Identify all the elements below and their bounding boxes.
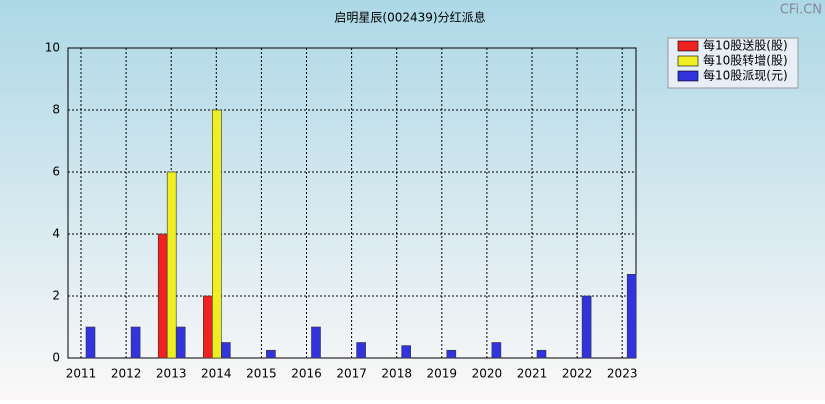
bar xyxy=(85,326,96,359)
bar xyxy=(446,349,457,359)
x-tick-label: 2017 xyxy=(336,367,367,381)
legend-swatch xyxy=(677,40,699,52)
legend-label: 每10股送股(股) xyxy=(703,38,788,53)
bar xyxy=(166,171,177,359)
legend-swatch xyxy=(677,55,699,67)
x-tick-label: 2019 xyxy=(427,367,458,381)
bar xyxy=(157,233,168,359)
y-tick-label: 10 xyxy=(45,41,60,55)
y-tick-label: 2 xyxy=(52,289,60,303)
y-tick-label: 6 xyxy=(52,165,60,179)
bar xyxy=(626,273,637,359)
bar xyxy=(175,326,186,359)
y-tick-label: 4 xyxy=(52,227,60,241)
bar xyxy=(221,342,231,359)
legend-swatch xyxy=(677,70,699,82)
x-tick-label: 2022 xyxy=(562,367,593,381)
x-tick-label: 2020 xyxy=(472,367,503,381)
bar xyxy=(356,342,366,359)
bar xyxy=(401,345,412,359)
chart-title: 启明星辰(002439)分红派息 xyxy=(334,10,485,25)
x-tick-label: 2011 xyxy=(66,367,97,381)
bar xyxy=(311,326,321,359)
bar xyxy=(491,342,502,359)
y-tick-label: 0 xyxy=(52,351,60,365)
bar xyxy=(536,349,547,359)
x-tick-label: 2014 xyxy=(201,367,232,381)
x-tick-label: 2021 xyxy=(517,367,548,381)
y-tick-label: 8 xyxy=(52,103,60,117)
bar xyxy=(130,326,141,359)
legend-label: 每10股转增(股) xyxy=(703,53,788,68)
bar xyxy=(212,109,222,359)
x-tick-label: 2012 xyxy=(111,367,142,381)
legend-label: 每10股派现(元) xyxy=(703,68,788,83)
x-tick-label: 2023 xyxy=(607,367,638,381)
x-tick-label: 2018 xyxy=(381,367,412,381)
x-tick-label: 2013 xyxy=(156,367,187,381)
bar xyxy=(581,295,592,359)
x-tick-label: 2015 xyxy=(246,367,277,381)
bar xyxy=(203,295,213,359)
bar xyxy=(266,349,276,359)
watermark: CFi.CN xyxy=(780,3,822,18)
x-tick-label: 2016 xyxy=(291,367,322,381)
